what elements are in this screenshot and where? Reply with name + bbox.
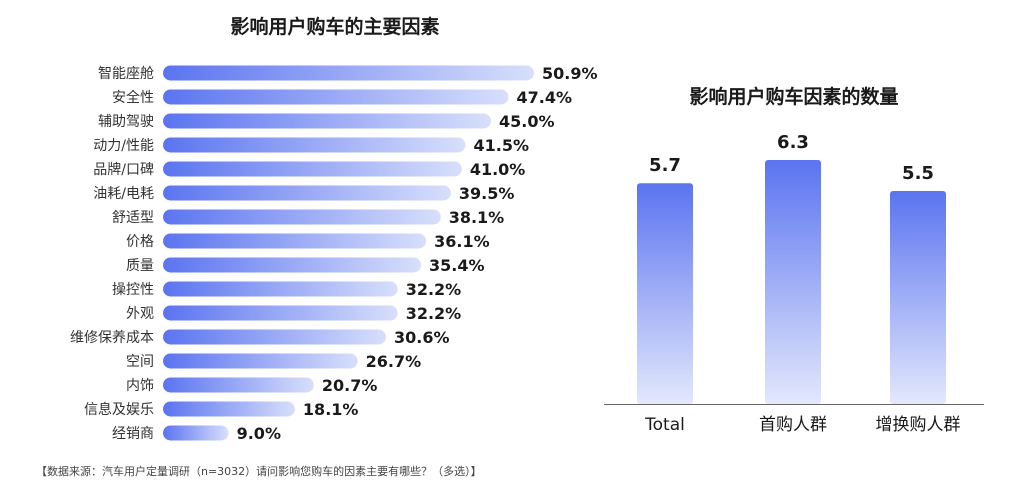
value-label: 50.9% (542, 64, 598, 83)
category-label: 价格 (126, 234, 154, 250)
right-chart-title: 影响用户购车因素的数量 (689, 86, 899, 108)
bar (890, 190, 946, 404)
value-label: 5.7 (649, 155, 681, 176)
bar (163, 281, 398, 297)
value-label: 35.4% (429, 256, 485, 275)
category-label: 智能座舱 (98, 66, 154, 82)
left-bar-chart: 智能座舱 50.9% 安全性 47.4% 辅助驾驶 45.0% 动力/性能 41.5% 品牌/口… (70, 64, 598, 443)
value-label: 20.7% (322, 376, 378, 395)
bar (765, 160, 821, 404)
bar (163, 377, 314, 393)
bar (163, 113, 491, 129)
bar (163, 401, 295, 417)
category-label: Total (644, 415, 685, 435)
bar (163, 425, 229, 441)
bar (163, 233, 427, 249)
value-label: 9.0% (237, 424, 281, 443)
value-label: 38.1% (449, 208, 505, 227)
category-label: 维修保养成本 (70, 330, 154, 346)
category-label: 辅助驾驶 (98, 114, 154, 130)
category-label: 质量 (126, 258, 154, 274)
value-label: 18.1% (303, 400, 359, 419)
category-label: 信息及娱乐 (84, 401, 154, 418)
category-label: 空间 (126, 354, 154, 370)
category-label: 安全性 (112, 89, 154, 106)
bar (163, 89, 509, 105)
category-label: 经销商 (112, 426, 154, 442)
category-label: 舒适型 (112, 210, 154, 226)
value-label: 41.0% (470, 160, 526, 179)
category-label: 操控性 (112, 282, 154, 298)
bar (163, 137, 466, 153)
bar (163, 329, 387, 345)
category-label: 油耗/电耗 (93, 186, 154, 202)
bar (163, 353, 358, 369)
value-label: 47.4% (516, 88, 572, 107)
category-label: 动力/性能 (93, 138, 154, 154)
value-label: 45.0% (499, 112, 555, 131)
value-label: 41.5% (473, 136, 529, 155)
right-bar-chart: 5.7 Total 6.3 首购人群 5.5 增换购人群 (604, 132, 984, 435)
value-label: 36.1% (434, 232, 490, 251)
data-source-footnote: 【数据来源：汽车用户定量调研（n=3032）请问影响您购车的因素主要有哪些？（多… (36, 465, 482, 478)
category-label: 外观 (126, 306, 154, 322)
bar (163, 161, 462, 177)
bar (637, 183, 693, 404)
bar (163, 209, 441, 225)
category-label: 内饰 (126, 378, 154, 394)
value-label: 39.5% (459, 184, 515, 203)
left-chart-title: 影响用户购车的主要因素 (230, 16, 440, 38)
category-label: 首购人群 (759, 415, 827, 435)
bar (163, 185, 451, 201)
category-label: 增换购人群 (876, 415, 961, 435)
value-label: 6.3 (777, 132, 809, 153)
category-label: 品牌/口碑 (93, 161, 154, 178)
bar (163, 257, 422, 273)
value-label: 32.2% (406, 304, 462, 323)
bar (163, 65, 534, 81)
value-label: 30.6% (394, 328, 450, 347)
value-label: 5.5 (902, 163, 934, 184)
value-label: 32.2% (406, 280, 462, 299)
bar (163, 305, 398, 321)
value-label: 26.7% (366, 352, 422, 371)
